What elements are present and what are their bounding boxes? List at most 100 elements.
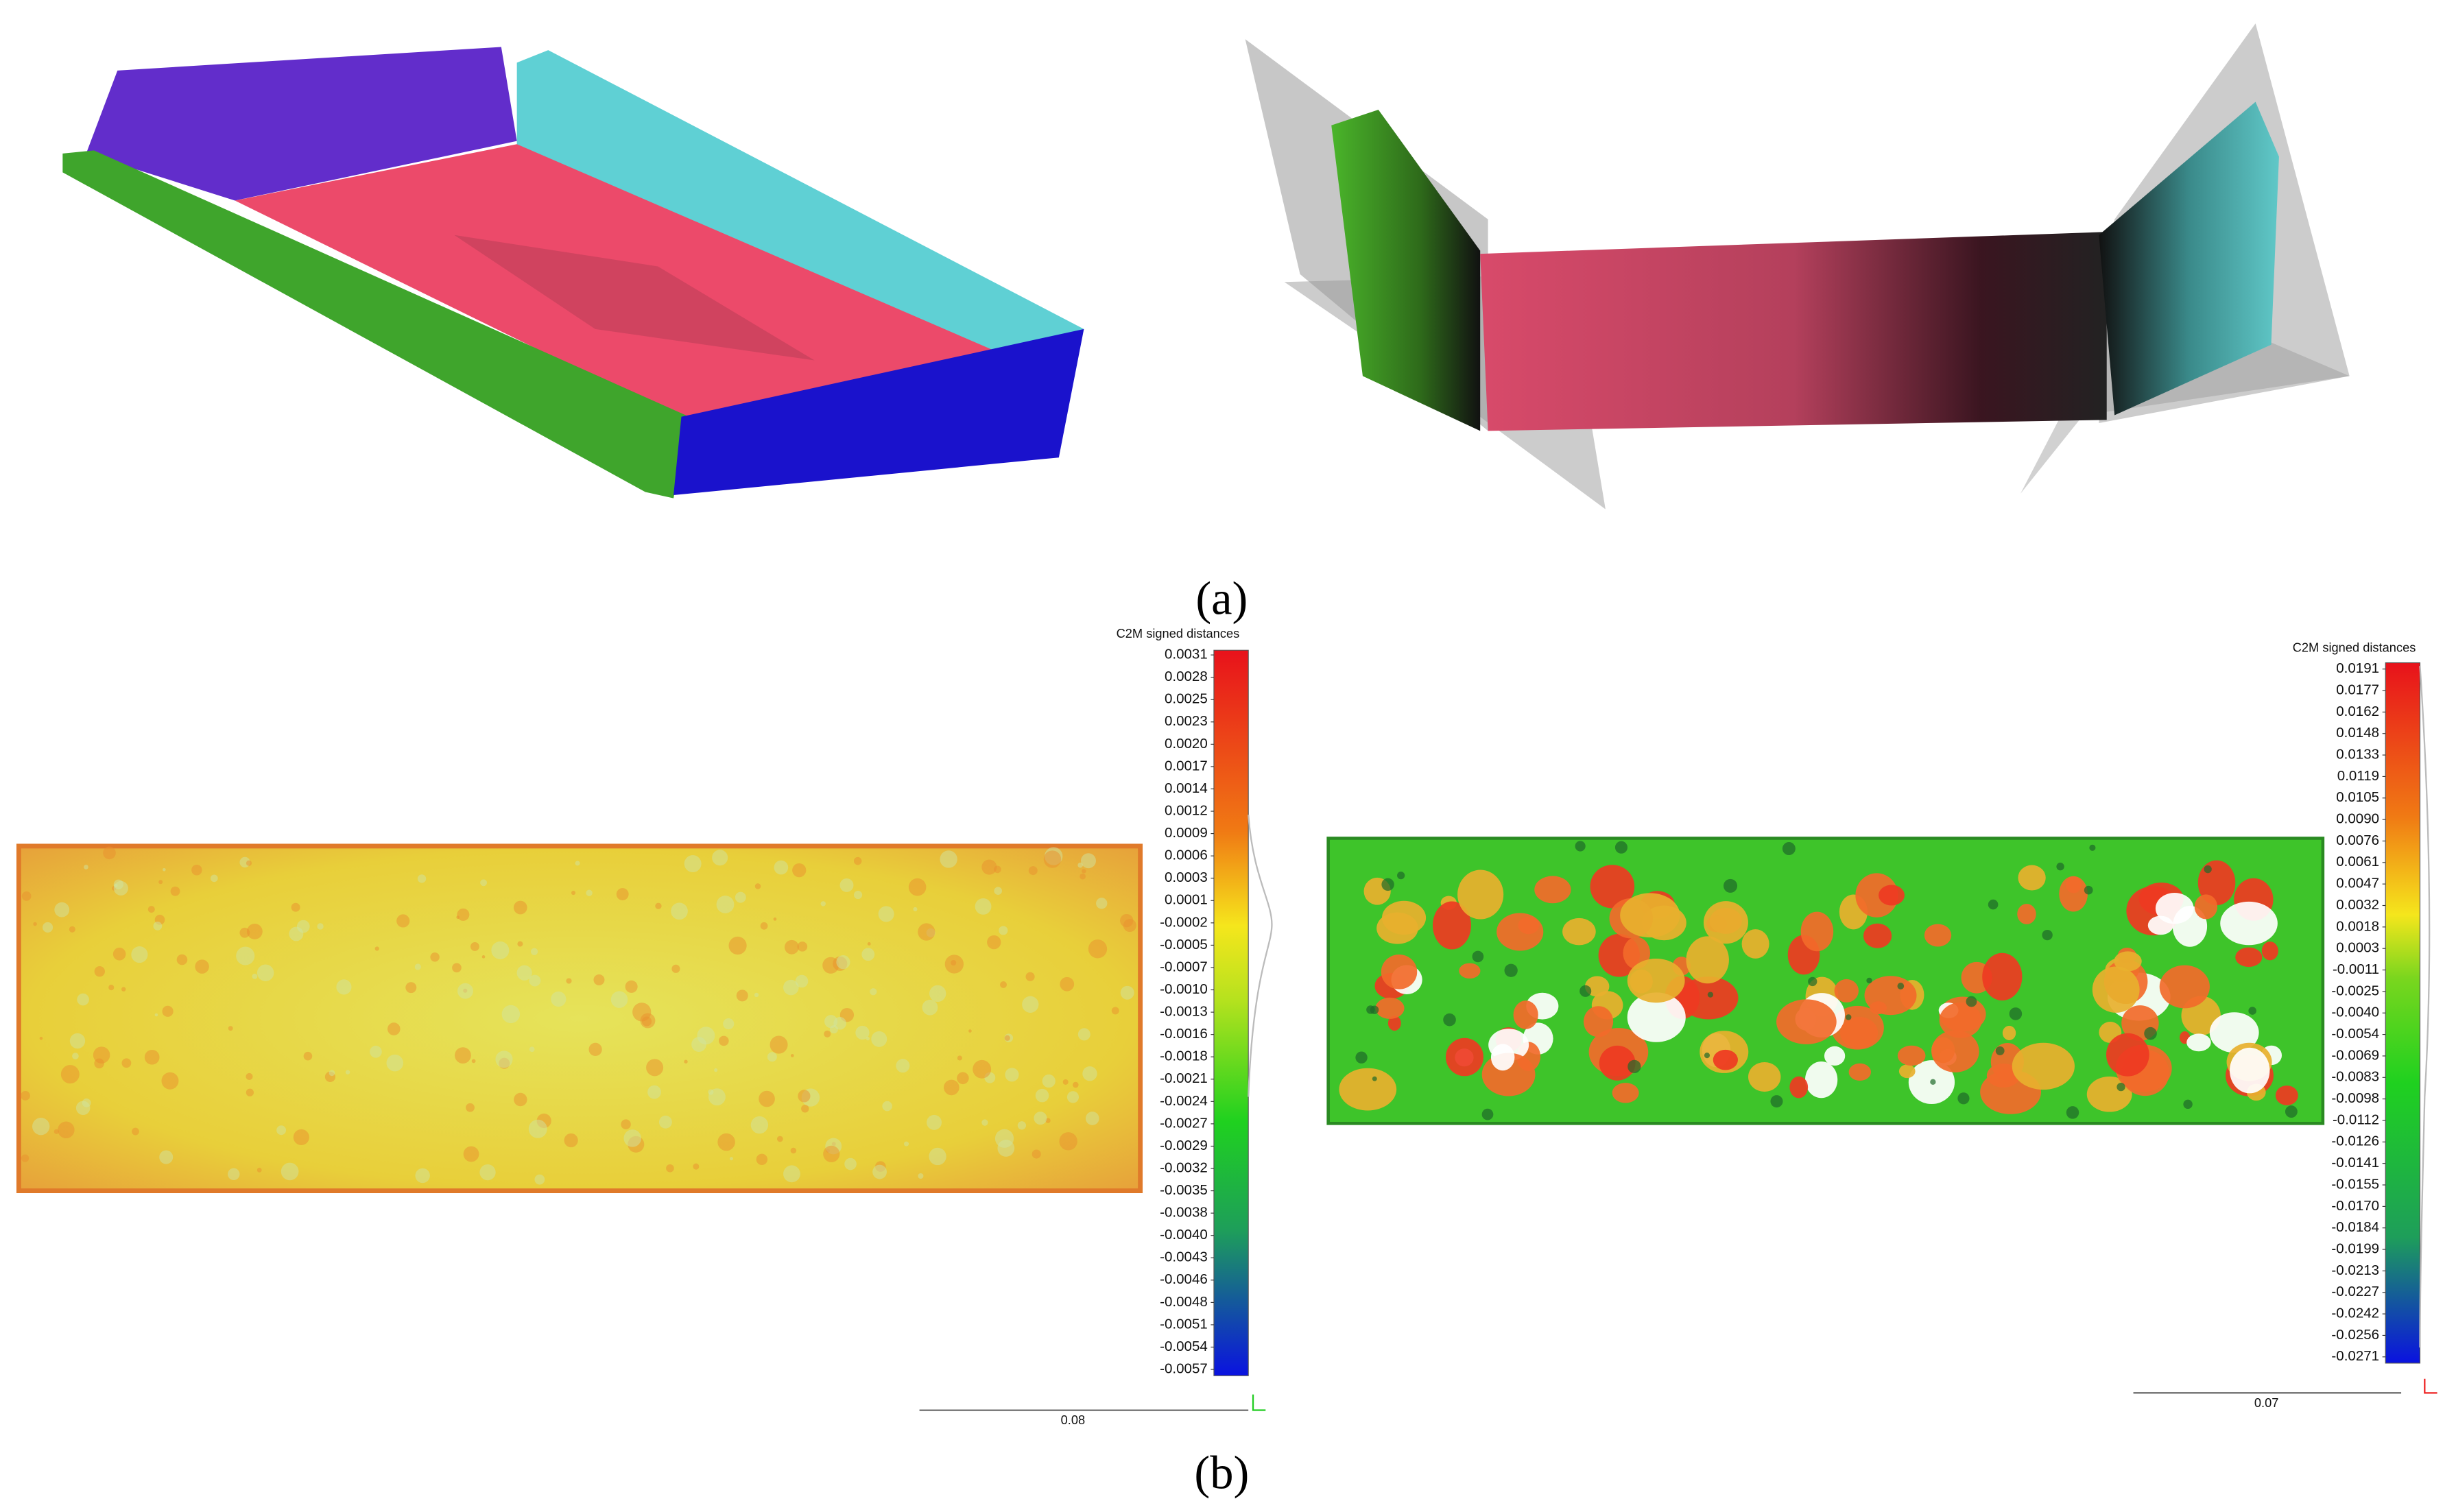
blob [1741, 929, 1769, 959]
speckle [795, 974, 809, 988]
dark-spot [1897, 983, 1905, 989]
speckle [103, 846, 116, 860]
speckle [456, 915, 460, 920]
speckle [671, 964, 680, 973]
speckle [575, 861, 580, 866]
blob [2092, 966, 2140, 1013]
colorbar [2385, 662, 2421, 1364]
speckle [1004, 1035, 1010, 1041]
speckle [210, 874, 218, 883]
speckle [756, 1153, 768, 1165]
tick-label: -0.0035 [1160, 1182, 1208, 1198]
speckle [566, 978, 572, 984]
speckle [655, 902, 662, 909]
speckle [712, 850, 728, 866]
panel-label: (a) [1195, 573, 1248, 625]
speckle [195, 959, 209, 974]
speckle [1043, 850, 1062, 868]
colorbar-title: C2M signed distances [2293, 640, 2416, 655]
dark-spot [1723, 878, 1738, 893]
blob [2059, 876, 2088, 912]
speckle [717, 1133, 735, 1151]
speckle [647, 1085, 661, 1099]
colorbar-ticks: 0.0031 0.0028 0.0025 0.0023 0.0020 0.0017 0.00… [1160, 647, 1214, 1376]
speckle [993, 865, 1001, 874]
tick-label: -0.0199 [2331, 1240, 2379, 1256]
colorbar-title: C2M signed distances [1117, 626, 1240, 640]
speckle [723, 1018, 735, 1030]
speckle [158, 880, 163, 885]
speckle [871, 1031, 887, 1047]
speckle [735, 891, 746, 903]
blob [1620, 893, 1680, 938]
speckle [191, 865, 202, 876]
panel-label: (b) [1194, 1447, 1249, 1499]
texture [1339, 841, 2298, 1120]
speckle [72, 1053, 79, 1059]
tick-label: 0.0177 [2336, 682, 2379, 697]
speckle [728, 936, 747, 955]
speckle [387, 1022, 401, 1035]
dark-spot [1930, 1079, 1936, 1085]
speckle [1082, 1066, 1097, 1081]
speckle [236, 946, 255, 965]
tick-label: 0.0032 [2336, 897, 2379, 913]
speckle [53, 1129, 59, 1134]
speckle [719, 1035, 729, 1046]
dark-spot [1707, 992, 1714, 998]
blob [1513, 1000, 1538, 1029]
blob [1840, 1016, 1879, 1049]
blob [1590, 865, 1635, 909]
speckle [21, 1090, 30, 1101]
speckle [994, 1129, 1014, 1148]
speckle [784, 939, 799, 955]
speckle [386, 1054, 404, 1072]
speckle [957, 1055, 962, 1061]
speckle [588, 1042, 602, 1057]
speckle [84, 865, 88, 869]
speckle [479, 1164, 496, 1181]
speckle [783, 979, 799, 996]
speckle [530, 948, 538, 955]
blob [1986, 1064, 2020, 1088]
speckle [759, 1090, 775, 1107]
speckle [973, 1059, 992, 1079]
speckle [1022, 996, 1039, 1013]
tick-label: 0.0020 [1165, 736, 1208, 752]
tick-label: -0.0184 [2331, 1219, 2379, 1235]
speckle [162, 1005, 174, 1017]
speckle [896, 1059, 910, 1073]
tick-label: -0.0002 [1160, 914, 1208, 930]
speckle [470, 941, 479, 951]
speckle [43, 922, 53, 933]
blob [1703, 901, 1748, 944]
tick-label: -0.0016 [1160, 1026, 1208, 1042]
speckle [121, 1058, 132, 1068]
blob [1931, 1030, 1979, 1072]
tick-label: 0.0191 [2336, 660, 2379, 676]
speckle [714, 1068, 718, 1072]
speckle [798, 1090, 811, 1103]
dark-spot [1579, 985, 1592, 997]
speckle [281, 1162, 299, 1181]
tick-label: 0.0148 [2336, 725, 2379, 741]
speckle [121, 987, 126, 992]
blob [1848, 1063, 1871, 1081]
blob [1583, 1006, 1614, 1037]
dark-spot [2084, 885, 2093, 895]
speckle [621, 1119, 631, 1129]
speckle [293, 1129, 309, 1146]
dark-spot [2009, 1007, 2023, 1020]
blob [1686, 936, 1729, 984]
speckle [1017, 1121, 1027, 1130]
speckle [693, 1163, 700, 1170]
speckle [918, 1173, 924, 1179]
blob [1939, 1002, 1982, 1038]
speckle [154, 1013, 158, 1017]
blob [1376, 912, 1418, 944]
speckle [228, 1026, 233, 1031]
speckle [616, 888, 629, 900]
blob [1982, 952, 2023, 1001]
speckle [981, 859, 997, 875]
